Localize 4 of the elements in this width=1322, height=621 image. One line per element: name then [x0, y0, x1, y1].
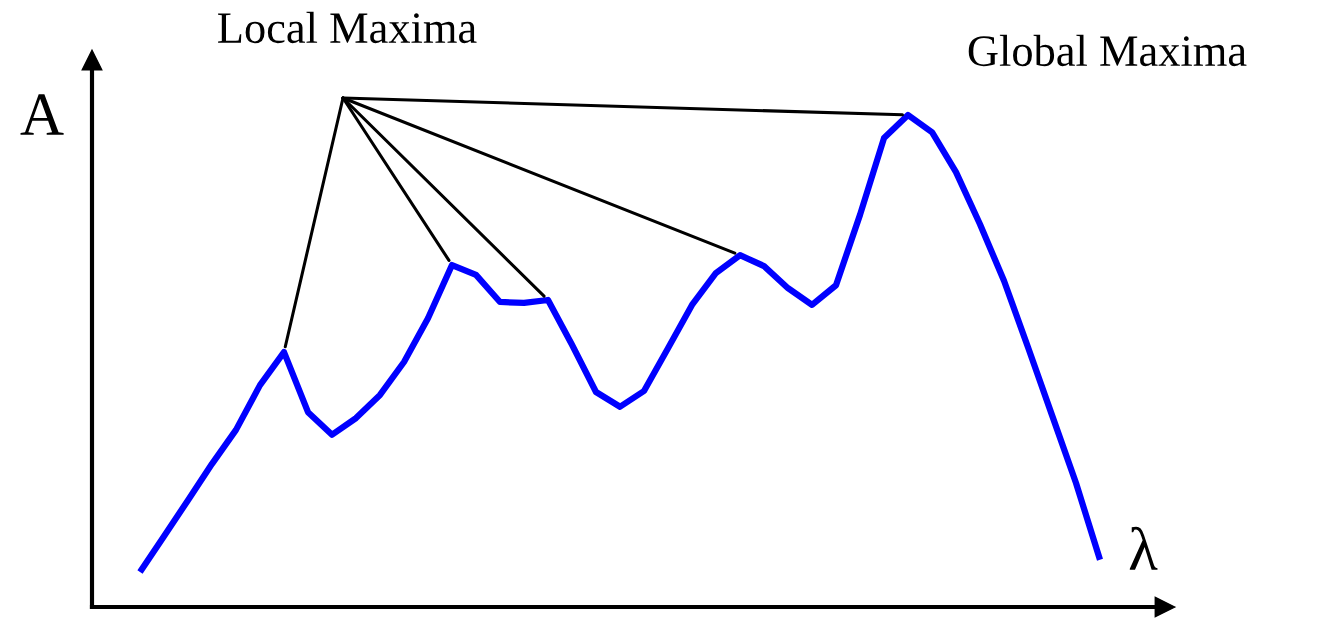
text: Local Maxima: [218, 11, 477, 44]
x-axis-title: λ: [1129, 526, 1158, 570]
text: Global Maxima: [968, 34, 1247, 67]
y-axis-title: A: [20, 94, 64, 135]
